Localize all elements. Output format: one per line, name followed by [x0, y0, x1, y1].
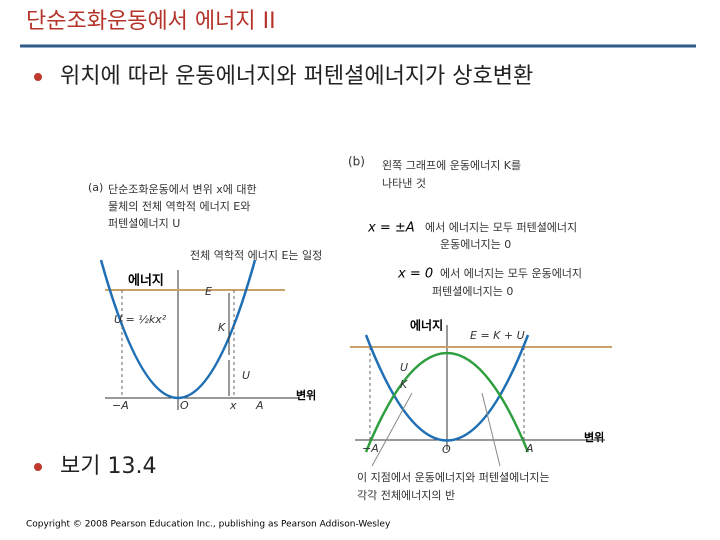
tick-label: A	[525, 442, 534, 455]
tick-label: A	[255, 399, 264, 412]
note-line: 에서 에너지는 모두 운동에너지	[440, 267, 582, 280]
tick-label: O	[442, 443, 451, 456]
slide-title: 단순조화운동에서 에너지 II	[26, 9, 276, 34]
figure-tag: (a)	[88, 181, 103, 194]
curve-label: U	[400, 361, 408, 374]
tick-label: O	[180, 399, 189, 412]
caption-line: 단순조화운동에서 변위 x에 대한	[108, 183, 257, 196]
caption-line: 물체의 전체 역학적 에너지 E와	[108, 200, 250, 213]
tick-label: −A	[362, 442, 379, 455]
note-line: 에서 에너지는 모두 퍼텐셜에너지	[425, 221, 577, 234]
potential-curve	[99, 259, 257, 399]
potential-curve	[364, 334, 530, 442]
note-line: 퍼텐셜에너지는 0	[432, 285, 513, 298]
caption-line: 퍼텐셜에너지 U	[108, 217, 180, 230]
curve-label: E	[205, 285, 212, 298]
caption-line: 왼쪽 그래프에 운동에너지 K를	[382, 158, 521, 172]
curve-label: U = ½kx²	[114, 313, 167, 326]
pointer-line	[481, 392, 501, 467]
position-label: x = ±A	[367, 221, 415, 236]
footer: Copyright © 2008 Pearson Education Inc.,…	[26, 520, 391, 530]
curve-label: E = K + U	[470, 329, 525, 342]
axis-label: 변위	[584, 430, 604, 444]
pointer-line	[371, 392, 413, 467]
axis-label: 에너지	[128, 273, 164, 289]
curve-label: U	[242, 369, 250, 382]
tick-label: −A	[112, 399, 129, 412]
axis-label: 에너지	[410, 318, 443, 333]
caption-line: 나타낸 것	[382, 177, 426, 190]
note-line: 운동에너지는 0	[440, 238, 511, 251]
axis-label: 변위	[296, 388, 316, 402]
bullet-text: 보기 13.4	[60, 454, 156, 479]
bullet-text: 위치에 따라 운동에너지와 퍼텐셜에너지가 상호변환	[60, 64, 534, 89]
figure-note: 전체 역학적 에너지 E는 일정	[190, 248, 322, 262]
bullet-dot	[34, 73, 42, 81]
figure-tag: (b)	[348, 155, 365, 169]
curve-label: K	[218, 321, 226, 334]
bullet-dot	[34, 463, 42, 471]
position-label: x = 0	[397, 267, 433, 282]
figure-b: (b) 왼쪽 그래프에 운동에너지 K를 나타낸 것 x = ±A 에서 에너지…	[348, 155, 612, 502]
curve-label: K	[400, 378, 408, 391]
figure-a: (a) 단순조화운동에서 변위 x에 대한 물체의 전체 역학적 에너지 E와 …	[88, 181, 322, 412]
note-line: 각각 전체에너지의 반	[357, 489, 455, 502]
note-line: 이 지점에서 운동에너지와 퍼텐셜에너지는	[357, 471, 550, 484]
tick-label: x	[229, 399, 237, 412]
kinetic-curve	[364, 352, 530, 453]
